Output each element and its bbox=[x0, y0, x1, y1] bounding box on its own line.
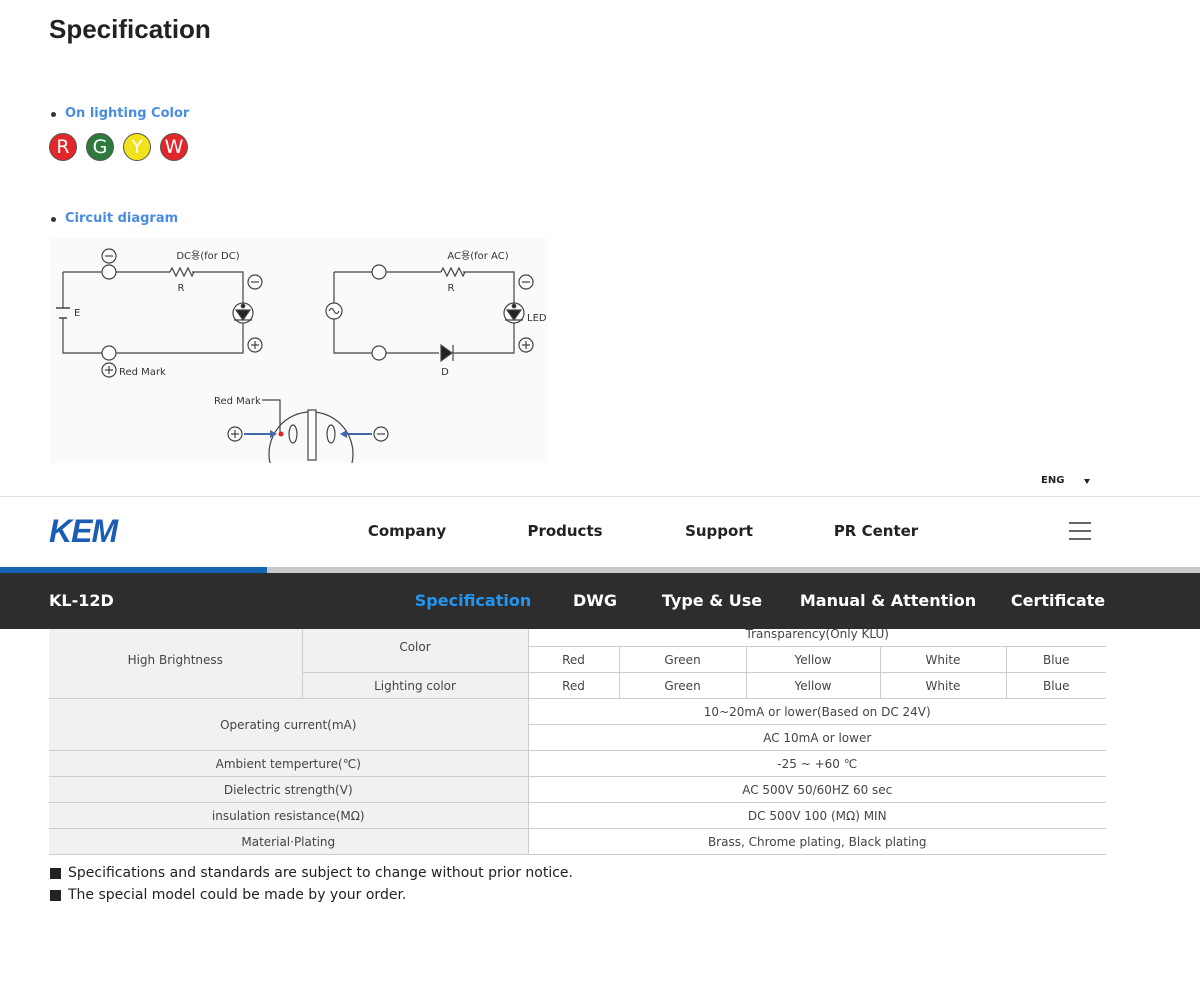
menu-button[interactable] bbox=[1068, 521, 1092, 541]
note-marker bbox=[50, 868, 61, 879]
divider bbox=[0, 496, 1200, 497]
diagram-label: Red Mark bbox=[119, 367, 166, 378]
spec-table: High Brightness Color Transparency(Only KL… bbox=[49, 620, 1106, 855]
diagram-label: AC용(for AC) bbox=[447, 250, 508, 262]
diagram-label: E bbox=[74, 308, 80, 319]
language-select[interactable]: ENG bbox=[1041, 475, 1065, 486]
diagram-label: LED bbox=[527, 313, 547, 324]
cell: Blue bbox=[1005, 672, 1106, 699]
tab[interactable]: Certificate bbox=[1010, 591, 1106, 610]
page-title: Specification bbox=[49, 14, 211, 44]
note: Specifications and standards are subject… bbox=[68, 865, 573, 881]
nav-item[interactable]: PR Center bbox=[833, 522, 919, 540]
progress-bar bbox=[0, 567, 267, 573]
dropdown-arrow bbox=[1084, 479, 1090, 484]
cell: Yellow bbox=[745, 646, 881, 673]
cell: Material·Plating bbox=[49, 828, 529, 855]
diagram-label: D bbox=[441, 367, 449, 378]
diagram-label: Red Mark bbox=[214, 396, 261, 407]
tab[interactable]: DWG bbox=[572, 591, 618, 610]
logo[interactable]: KEM bbox=[49, 513, 118, 549]
cell: Dielectric strength(V) bbox=[49, 776, 529, 803]
cell: Blue bbox=[1005, 646, 1106, 673]
model-name: KL-12D bbox=[49, 591, 114, 610]
progress-track bbox=[0, 567, 1200, 573]
diagram-label: DC용(for DC) bbox=[176, 250, 239, 262]
cell: Yellow bbox=[745, 672, 881, 699]
note: The special model could be made by your … bbox=[68, 887, 407, 903]
cell: DC 500V 100 (MΩ) MIN bbox=[527, 802, 1106, 829]
cell: insulation resistance(MΩ) bbox=[49, 802, 529, 829]
color-badge: G bbox=[86, 133, 114, 161]
diagram-label: R bbox=[448, 283, 455, 294]
circuit-diagram: DC용(for DC) R E Red Mark AC용(for AC) R L… bbox=[50, 238, 548, 463]
cell: -25 ~ +60 ℃ bbox=[527, 750, 1106, 777]
cell: Green bbox=[618, 646, 747, 673]
cell: Green bbox=[618, 672, 747, 699]
note-marker bbox=[50, 890, 61, 901]
cell: AC 500V 50/60HZ 60 sec bbox=[527, 776, 1106, 803]
tab[interactable]: Specification bbox=[414, 591, 532, 610]
cell: Operating current(mA) bbox=[49, 698, 529, 751]
cell: High Brightness bbox=[49, 620, 303, 699]
nav-item[interactable]: Company bbox=[367, 522, 447, 540]
color-badge: W bbox=[160, 133, 188, 161]
cell: AC 10mA or lower bbox=[528, 724, 1106, 751]
color-badge: R bbox=[49, 133, 77, 161]
cell: Brass, Chrome plating, Black plating bbox=[527, 828, 1106, 855]
cell: 10~20mA or lower(Based on DC 24V) bbox=[527, 698, 1106, 725]
cell: White bbox=[879, 672, 1007, 699]
bullet bbox=[51, 217, 56, 222]
cell: Color bbox=[301, 620, 529, 673]
nav-item[interactable]: Support bbox=[685, 522, 753, 540]
nav-item[interactable]: Products bbox=[527, 522, 603, 540]
cell: Red bbox=[528, 646, 620, 673]
tab[interactable]: Type & Use bbox=[661, 591, 763, 610]
section-label: On lighting Color bbox=[65, 106, 190, 121]
bullet bbox=[51, 112, 56, 117]
cell: Red bbox=[527, 672, 620, 699]
tab[interactable]: Manual & Attention bbox=[799, 591, 977, 610]
cell: Lighting color bbox=[302, 672, 529, 699]
color-badge: Y bbox=[123, 133, 151, 161]
cell: Ambient temperture(℃) bbox=[49, 750, 529, 777]
section-label: Circuit diagram bbox=[65, 211, 179, 226]
diagram-label: R bbox=[178, 283, 185, 294]
cell: White bbox=[879, 646, 1007, 673]
product-bar: KL-12D Specification DWG Type & Use Manu… bbox=[0, 573, 1200, 629]
site-header: ENG KEM Company Products Support PR Cent… bbox=[0, 463, 1200, 629]
